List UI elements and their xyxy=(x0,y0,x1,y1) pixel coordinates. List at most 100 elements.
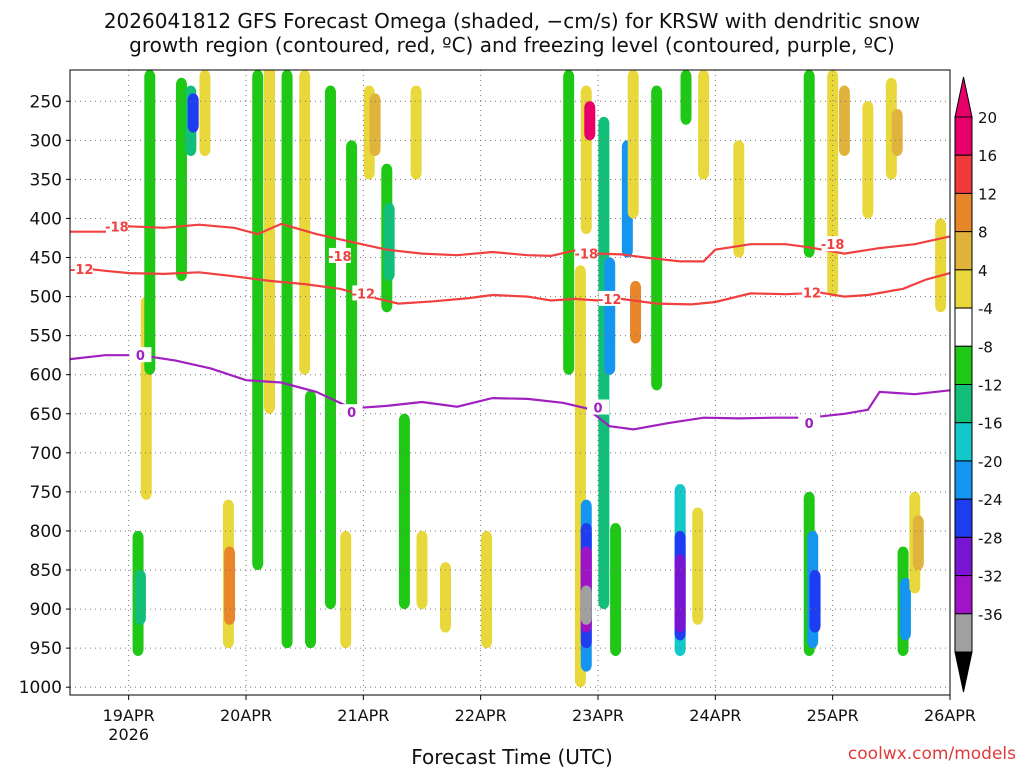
omega-patch xyxy=(410,85,422,180)
omega-patch xyxy=(838,85,850,156)
omega-patch xyxy=(580,585,592,625)
colorbar-label: 20 xyxy=(978,109,997,127)
y-tick-label: 600 xyxy=(30,366,62,386)
colorbar-label: 12 xyxy=(978,185,997,203)
omega-patch xyxy=(416,530,428,610)
omega-patch xyxy=(324,85,336,610)
contour-label: 0 xyxy=(805,417,814,432)
y-tick-label: 900 xyxy=(30,600,62,620)
contour-label-bg xyxy=(328,247,351,263)
source-credit[interactable]: coolwx.com/models xyxy=(847,744,1016,764)
plot-frame xyxy=(69,69,951,696)
x-tick-sublabel: 2026 xyxy=(108,725,149,744)
chart-title-line-2: growth region (contoured, red, ºC) and f… xyxy=(129,33,895,57)
y-tick-label: 800 xyxy=(30,522,62,542)
colorbar-label: -12 xyxy=(978,377,1003,395)
colorbar-swatch xyxy=(954,307,973,347)
colorbar-swatch xyxy=(954,460,973,500)
contour-label: 0 xyxy=(593,402,602,417)
omega-patch xyxy=(809,570,821,633)
x-tick-label: 23APR xyxy=(572,706,624,725)
omega-patch xyxy=(252,70,264,570)
y-tick-label: 950 xyxy=(30,639,62,659)
omega-patch xyxy=(175,77,187,281)
y-tick-label: 500 xyxy=(30,288,62,308)
plot-background xyxy=(70,70,950,695)
contour-label: -18 xyxy=(328,250,352,265)
omega-patch xyxy=(827,70,839,297)
omega-patch xyxy=(281,70,293,649)
y-tick-label: 750 xyxy=(30,483,62,503)
y-tick-label: 250 xyxy=(30,92,62,112)
colorbar-swatch xyxy=(954,192,973,233)
colorbar-swatch xyxy=(954,269,973,309)
y-tick-label: 400 xyxy=(30,209,62,229)
omega-patch xyxy=(383,202,395,281)
contour-label-bg xyxy=(340,404,363,420)
contour-line xyxy=(70,265,950,306)
x-tick-label: 19APR xyxy=(103,706,155,725)
colorbar-label: 8 xyxy=(978,224,988,242)
y-tick-label: 550 xyxy=(30,327,62,347)
contour-label-bg xyxy=(798,415,821,431)
contour-label: -18 xyxy=(105,220,129,235)
omega-patch xyxy=(630,280,642,344)
omega-patch xyxy=(935,218,947,313)
contour-label: -12 xyxy=(797,287,821,302)
contour-label-bg xyxy=(798,284,821,300)
colorbar-swatch xyxy=(954,231,973,271)
colorbar-label: 16 xyxy=(978,147,997,165)
omega-patch xyxy=(862,101,874,219)
colorbar-label: -36 xyxy=(978,606,1003,624)
contour-label-bg xyxy=(352,285,375,301)
x-tick-label: 25APR xyxy=(807,706,859,725)
omega-patch xyxy=(891,109,903,156)
omega-patch xyxy=(698,70,710,180)
contour-label-bg xyxy=(575,245,598,261)
omega-patch xyxy=(369,93,381,156)
contour-label: -18 xyxy=(821,238,845,253)
omega-patch xyxy=(674,554,686,633)
y-tick-label: 850 xyxy=(30,561,62,581)
omega-patch xyxy=(563,70,575,375)
colorbar-extend-high xyxy=(954,76,973,118)
contour-label: 0 xyxy=(136,349,145,364)
omega-patch xyxy=(692,507,704,625)
colorbar-swatch xyxy=(954,613,973,653)
contour-label: -12 xyxy=(598,293,622,308)
omega-patch xyxy=(305,390,317,649)
omega-patch xyxy=(439,562,451,633)
omega-patch xyxy=(733,140,745,258)
colorbar-label: -28 xyxy=(978,529,1003,547)
colorbar-label: -32 xyxy=(978,568,1003,586)
colorbar-extend-low xyxy=(954,651,973,693)
colorbar-label: 4 xyxy=(978,262,988,280)
omega-patch xyxy=(144,70,156,375)
y-tick-label: 350 xyxy=(30,170,62,190)
omega-patch xyxy=(134,570,146,625)
omega-patch xyxy=(584,101,596,141)
y-tick-label: 650 xyxy=(30,405,62,425)
colorbar-swatch xyxy=(954,384,973,424)
x-tick-label: 21APR xyxy=(337,706,389,725)
contour-label: -12 xyxy=(352,287,376,302)
contour-label-bg xyxy=(587,399,609,415)
contour-label-bg xyxy=(129,347,152,363)
omega-patch xyxy=(651,85,663,391)
y-tick-label: 300 xyxy=(30,131,62,151)
omega-patch xyxy=(803,70,815,258)
y-tick-label: 700 xyxy=(30,444,62,464)
contour-label-bg xyxy=(821,236,844,252)
omega-patch xyxy=(340,530,352,649)
colorbar-label: -24 xyxy=(978,491,1003,509)
omega-patch xyxy=(263,70,275,414)
contour-label-bg xyxy=(105,218,128,234)
x-axis-title: Forecast Time (UTC) xyxy=(411,745,613,769)
x-tick-label: 20APR xyxy=(220,706,272,725)
colorbar-label: -16 xyxy=(978,415,1003,433)
contour-label: -18 xyxy=(575,248,599,263)
contour-line xyxy=(70,222,950,263)
omega-patch xyxy=(912,515,924,570)
colorbar-swatch xyxy=(954,575,973,615)
omega-patch xyxy=(610,523,622,656)
